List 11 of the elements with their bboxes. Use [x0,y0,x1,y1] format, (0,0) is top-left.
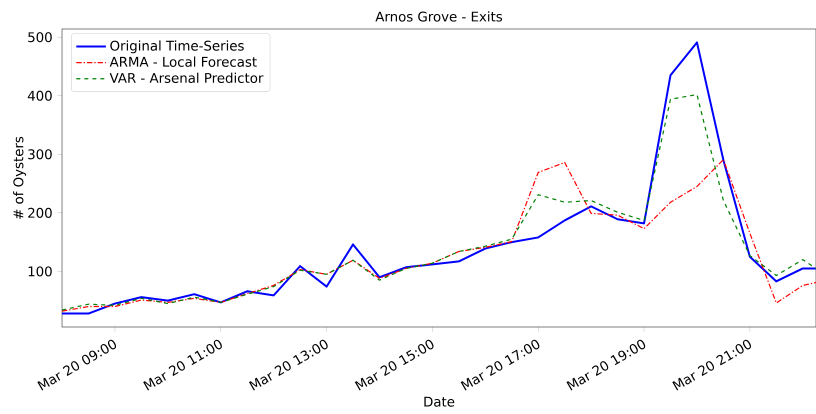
y-tick-label: 300 [28,149,52,160]
chart-title: Arnos Grove - Exits [375,11,502,22]
legend-label: VAR - Arsenal Predictor [110,72,264,83]
legend-label: ARMA - Local Forecast [110,56,257,67]
x-axis-title: Date [424,396,454,407]
y-tick-label: 100 [28,266,52,276]
y-tick-label: 400 [28,90,52,101]
y-axis-title: # of Oysters [13,136,26,219]
y-tick-label: 200 [28,208,52,218]
y-tick-label: 500 [28,32,52,42]
legend-label: Original Time-Series [110,40,244,54]
